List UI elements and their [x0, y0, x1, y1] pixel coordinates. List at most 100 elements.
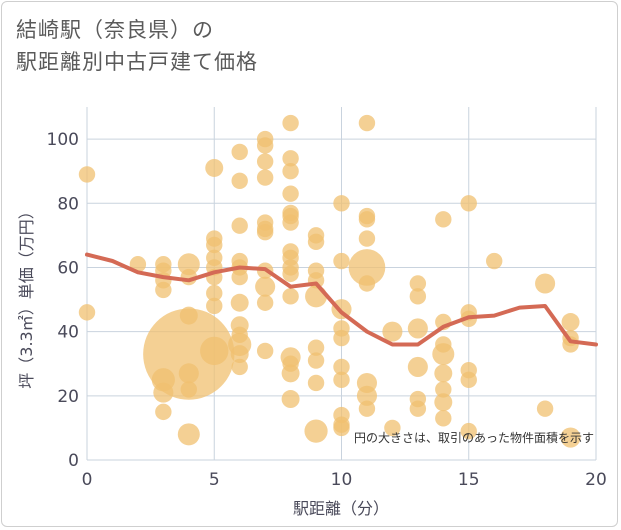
data-bubble	[230, 345, 249, 364]
data-bubble	[78, 304, 96, 321]
data-bubble	[179, 306, 198, 325]
x-tick-label: 10	[331, 470, 353, 490]
data-bubble	[307, 339, 325, 356]
data-bubble	[231, 326, 248, 344]
chart-title-line-2: 駅距離別中古戸建て価格	[16, 50, 258, 74]
data-bubble	[409, 400, 427, 417]
x-tick-label: 20	[585, 470, 607, 490]
data-bubble	[282, 288, 299, 305]
data-bubble	[384, 419, 401, 437]
data-bubble	[304, 419, 328, 443]
x-tick-label: 5	[209, 470, 220, 490]
data-bubble	[358, 275, 376, 292]
data-bubble	[358, 230, 376, 247]
data-bubble	[305, 285, 328, 308]
chart-title: 結崎駅（奈良県）の 駅距離別中古戸建て価格	[16, 14, 258, 78]
y-tick-label: 80	[57, 194, 79, 214]
data-bubble	[256, 169, 274, 186]
data-bubble	[409, 288, 427, 305]
data-bubble	[307, 233, 325, 250]
data-bubble	[536, 400, 554, 417]
data-bubble	[282, 114, 299, 132]
data-bubble	[434, 393, 453, 412]
data-bubble	[307, 352, 325, 369]
data-bubble	[200, 336, 229, 366]
data-bubble	[155, 281, 172, 299]
data-bubble	[407, 318, 428, 339]
size-note: 円の大きさは、取引のあった物件面積を示す	[354, 430, 594, 445]
data-bubble	[333, 329, 350, 347]
data-bubble	[356, 385, 377, 406]
y-axis-label: 坪（3.3㎡）単価（万円）	[17, 203, 36, 388]
data-bubble	[435, 381, 452, 398]
data-bubble	[153, 382, 174, 403]
data-bubble	[231, 172, 248, 190]
data-bubble	[435, 410, 452, 427]
data-bubble	[282, 355, 299, 372]
data-bubble	[177, 253, 200, 276]
data-bubble	[231, 268, 248, 286]
x-axis-label: 駅距離（分）	[293, 499, 389, 518]
data-bubble	[333, 195, 350, 212]
data-bubble	[206, 297, 223, 315]
average-price-line	[85, 252, 598, 347]
data-bubble	[333, 419, 350, 437]
data-bubble	[307, 374, 325, 392]
data-bubble	[460, 422, 477, 440]
data-bubble	[535, 273, 556, 294]
data-bubble	[435, 336, 452, 353]
x-tick-label: 15	[458, 470, 480, 490]
data-bubble	[282, 150, 299, 167]
y-tick-label: 20	[57, 387, 79, 407]
data-bubble	[255, 276, 276, 297]
data-bubble	[407, 356, 428, 377]
data-bubble	[256, 153, 274, 170]
chart-title-line-1: 結崎駅（奈良県）の	[16, 18, 214, 42]
data-bubble	[358, 400, 376, 417]
data-bubble	[333, 358, 350, 376]
y-tick-label: 100	[47, 130, 79, 150]
data-bubble	[435, 211, 452, 228]
data-bubble	[358, 114, 376, 132]
data-bubble	[333, 371, 350, 388]
y-axis-ticks: 0 20 40 60 80 100	[47, 130, 79, 471]
data-bubble	[281, 390, 300, 409]
data-bubble	[231, 143, 248, 161]
data-bubble	[382, 321, 403, 342]
y-tick-label: 60	[57, 258, 79, 278]
data-bubble	[282, 265, 299, 283]
bubble-layer	[78, 114, 581, 448]
data-bubble	[231, 217, 248, 234]
data-bubble	[231, 358, 248, 376]
data-bubble	[282, 162, 299, 180]
data-bubble	[486, 252, 503, 270]
x-tick-label: 0	[82, 470, 93, 490]
data-bubble	[78, 166, 96, 183]
x-axis-ticks: 0 5 10 15 20	[82, 470, 607, 490]
y-tick-label: 40	[57, 323, 79, 343]
data-bubble	[256, 223, 274, 241]
data-bubble	[178, 363, 199, 384]
data-bubble	[256, 342, 274, 360]
trend-line-layer	[85, 252, 598, 347]
data-bubble	[561, 313, 580, 331]
data-bubble	[358, 211, 376, 228]
data-bubble	[434, 364, 453, 383]
data-bubble	[256, 137, 274, 154]
data-bubble	[560, 427, 581, 448]
y-tick-label: 0	[68, 451, 79, 471]
data-bubble	[180, 381, 197, 398]
data-bubble	[333, 252, 350, 270]
data-bubble	[206, 236, 223, 254]
data-bubble	[348, 249, 386, 286]
data-bubble	[206, 284, 223, 302]
data-bubble	[177, 423, 200, 446]
data-bubble	[256, 294, 274, 311]
data-bubble	[205, 158, 224, 177]
data-bubble	[155, 403, 172, 421]
data-bubble	[282, 214, 299, 231]
data-bubble	[460, 371, 477, 388]
data-bubble	[230, 293, 249, 312]
data-bubble	[282, 185, 299, 202]
